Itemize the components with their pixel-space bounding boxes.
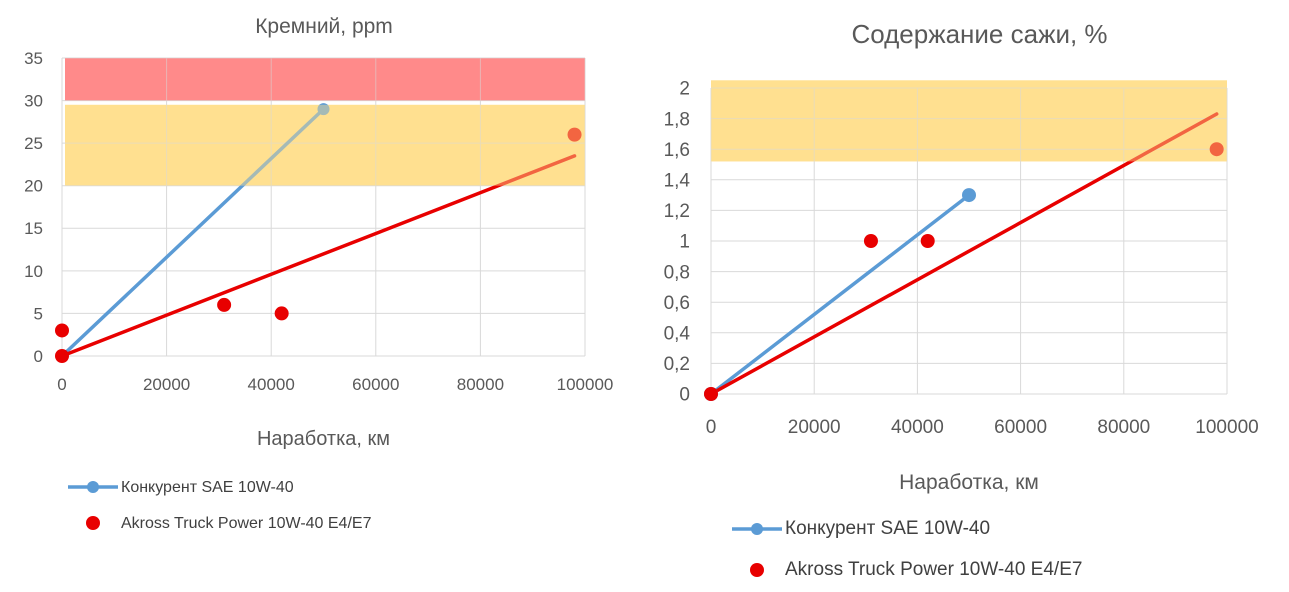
- legend-marker-icon: [750, 563, 764, 577]
- x-tick-label: 80000: [457, 375, 504, 394]
- competitor-series-line: [60, 107, 326, 358]
- series: [55, 103, 582, 363]
- competitor-point: [317, 103, 330, 116]
- akross-trendline: [709, 112, 1219, 396]
- y-tick-label: 15: [24, 219, 43, 238]
- chart-title: Содержание сажи, %: [851, 19, 1107, 49]
- y-tick-label: 0: [679, 385, 690, 406]
- akross-point: [55, 323, 69, 338]
- x-tick-labels: 0 20000 40000 60000 80000 100000: [706, 417, 1259, 438]
- x-tick-label: 20000: [788, 417, 841, 438]
- y-tick-label: 35: [24, 49, 43, 68]
- y-tick-label: 0,2: [664, 354, 690, 375]
- y-tick-label: 1: [679, 232, 690, 253]
- y-tick-label: 0,6: [664, 293, 690, 314]
- x-tick-label: 80000: [1097, 417, 1150, 438]
- gridlines: [61, 57, 586, 357]
- akross-point: [863, 234, 878, 248]
- legend: Конкурент SAE 10W-40 Akross Truck Power 1…: [68, 479, 372, 532]
- akross-point: [567, 127, 582, 142]
- threshold-band-tint: [65, 58, 585, 101]
- x-tick-label: 40000: [891, 417, 944, 438]
- legend-marker-icon: [86, 516, 100, 530]
- legend-entry-competitor: Конкурент SAE 10W-40: [121, 479, 294, 496]
- y-tick-label: 1,2: [664, 201, 690, 222]
- threshold-band-tint: [711, 80, 1227, 162]
- akross-point: [217, 297, 232, 312]
- y-tick-label: 2: [679, 79, 690, 100]
- y-tick-label: 25: [24, 134, 43, 153]
- x-tick-label: 0: [57, 375, 66, 394]
- series: [704, 112, 1224, 401]
- akross-point: [704, 387, 718, 401]
- chart-title: Кремний, ppm: [255, 15, 393, 38]
- y-tick-labels: 0 0,2 0,4 0,6 0,8 1 1,2 1,4 1,6 1,8 2: [664, 79, 691, 406]
- akross-point: [55, 349, 69, 363]
- band-overlay: [65, 58, 585, 186]
- threshold-band: [711, 80, 1227, 162]
- x-tick-label: 40000: [248, 375, 295, 394]
- competitor-point: [962, 188, 976, 203]
- y-tick-label: 5: [34, 304, 43, 323]
- y-tick-label: 0,4: [664, 323, 691, 344]
- legend-marker-icon: [87, 481, 99, 493]
- legend-entry-akross: Akross Truck Power 10W-40 E4/E7: [121, 515, 372, 532]
- x-tick-labels: 0 20000 40000 60000 80000 100000: [57, 375, 613, 394]
- x-axis-label: Наработка, км: [899, 471, 1039, 494]
- gridlines: [710, 87, 1228, 395]
- legend-entry-competitor: Конкурент SAE 10W-40: [785, 518, 990, 539]
- threshold-bands: [711, 80, 1227, 162]
- y-tick-label: 1,8: [664, 109, 690, 130]
- y-tick-labels: 0 5 10 15 20 25 30 35: [24, 49, 43, 366]
- band-overlay: [711, 80, 1227, 162]
- y-tick-label: 30: [24, 92, 43, 111]
- x-axis-label: Наработка, км: [257, 428, 390, 450]
- silicon-chart: Кремний, ppm 0 5 10 15 20 25 30 35 0 20000 40000 600…: [24, 15, 613, 532]
- akross-point: [1209, 142, 1224, 157]
- x-tick-label: 100000: [1195, 417, 1258, 438]
- threshold-band: [65, 104, 585, 186]
- y-tick-label: 0: [34, 347, 43, 366]
- akross-point: [920, 234, 935, 248]
- y-tick-label: 10: [24, 262, 43, 281]
- x-tick-label: 100000: [557, 375, 614, 394]
- y-tick-label: 1,6: [664, 140, 690, 161]
- legend-marker-icon: [751, 523, 763, 535]
- legend-entry-akross: Akross Truck Power 10W-40 E4/E7: [785, 559, 1082, 580]
- x-tick-label: 60000: [352, 375, 399, 394]
- soot-chart: Содержание сажи, % 0 0,2 0,4 0,6 0,8 1 1,2 1,4 1,…: [664, 19, 1259, 580]
- y-tick-label: 20: [24, 177, 43, 196]
- akross-point: [274, 306, 289, 321]
- x-tick-label: 20000: [143, 375, 190, 394]
- threshold-band: [65, 58, 585, 101]
- competitor-series-line: [709, 193, 971, 396]
- akross-trendline: [60, 154, 577, 358]
- x-tick-label: 0: [706, 417, 717, 438]
- threshold-bands: [65, 58, 585, 186]
- x-tick-label: 60000: [994, 417, 1047, 438]
- y-tick-label: 1,4: [664, 170, 691, 191]
- y-tick-label: 0,8: [664, 262, 690, 283]
- legend: Конкурент SAE 10W-40 Akross Truck Power 1…: [732, 518, 1082, 580]
- threshold-band-tint: [65, 104, 585, 186]
